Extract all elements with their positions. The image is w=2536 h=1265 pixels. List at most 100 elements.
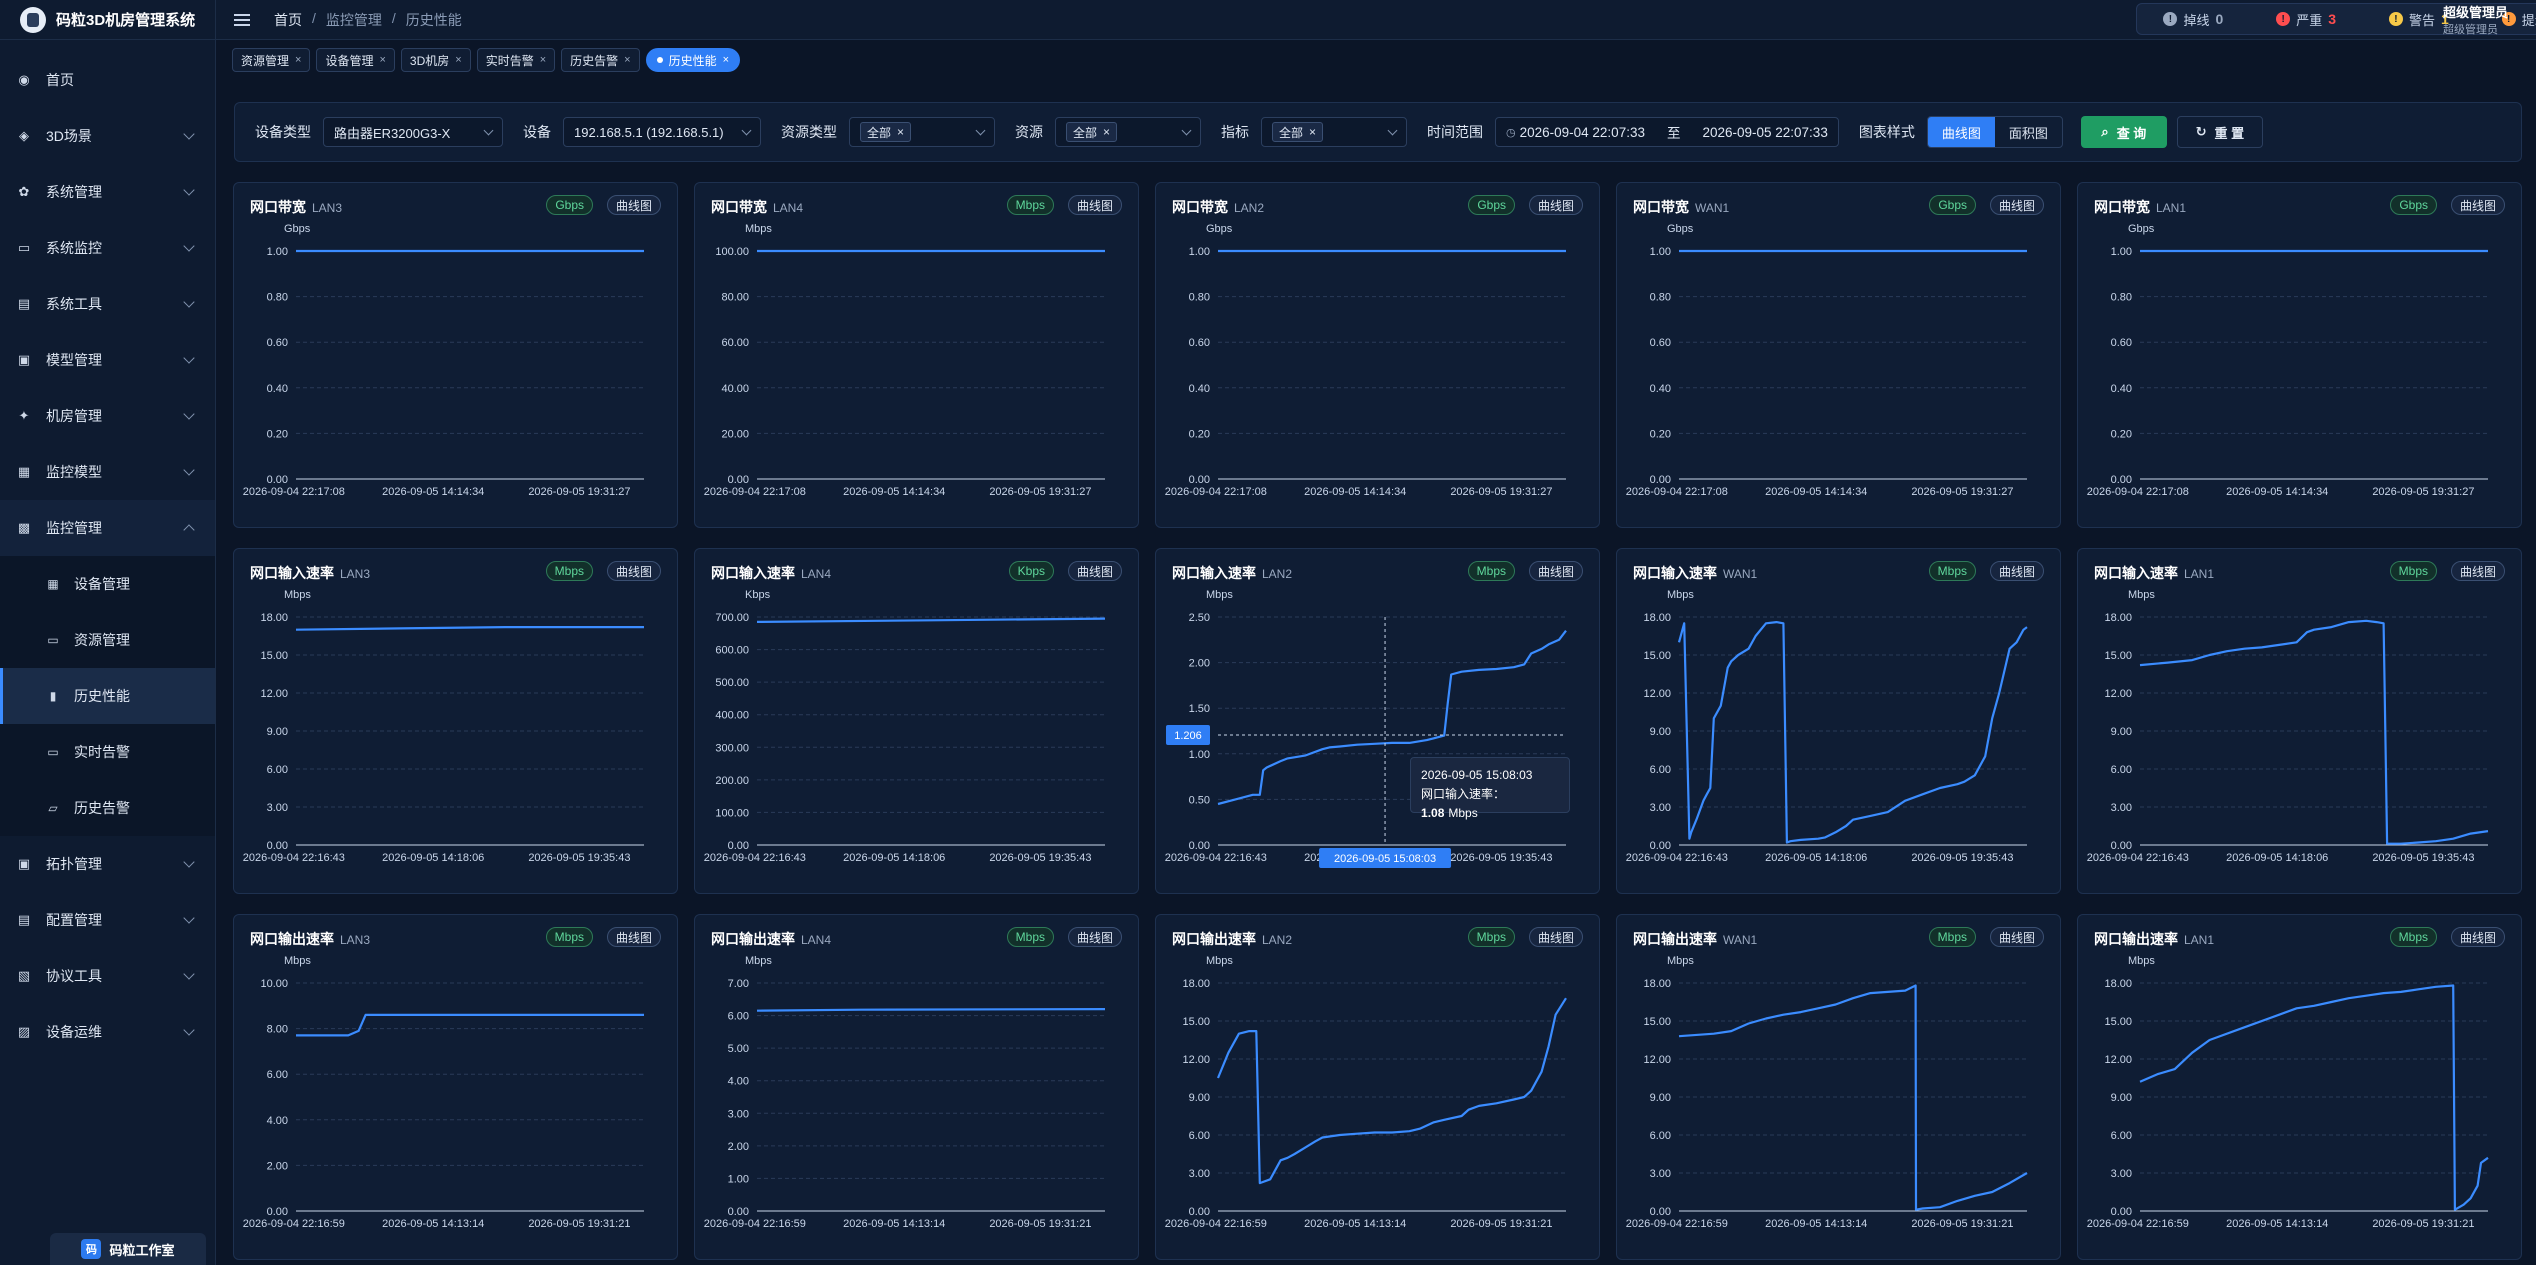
chevron-icon xyxy=(183,408,195,420)
submenu-item[interactable]: ▭ 资源管理 xyxy=(0,612,215,668)
studio-footer[interactable]: 码 码粒工作室 xyxy=(50,1233,206,1265)
tab[interactable]: 历史告警 × xyxy=(561,48,640,72)
y-axis-unit: Mbps xyxy=(2128,589,2155,601)
chart-type-badge[interactable]: 曲线图 xyxy=(1528,927,1583,947)
tab[interactable]: 3D机房 × xyxy=(400,48,471,72)
submenu-item[interactable]: ▭ 实时告警 xyxy=(0,724,215,780)
close-icon[interactable]: × xyxy=(455,54,462,66)
device-select[interactable]: 192.168.5.1 (192.168.5.1) xyxy=(563,117,761,147)
sidebar-item[interactable]: ▨ 设备运维 xyxy=(0,1004,215,1060)
x-tick-label: 2026-09-05 14:13:14 xyxy=(1765,1218,1867,1230)
chart-type-badge[interactable]: 曲线图 xyxy=(2450,561,2505,581)
metric-select[interactable]: 全部 × xyxy=(1261,117,1407,147)
y-axis-unit: Mbps xyxy=(745,955,772,967)
sidebar-item-label: 监控管理 xyxy=(46,520,102,536)
alarm-3[interactable]: !提示4 xyxy=(2501,10,2536,29)
style-line-button[interactable]: 曲线图 xyxy=(1927,117,1995,147)
chart-type-badge[interactable]: 曲线图 xyxy=(606,561,661,581)
sidebar-item[interactable]: ▤ 系统工具 xyxy=(0,276,215,332)
resource-select[interactable]: 全部 × xyxy=(1055,117,1201,147)
resource-type-chip[interactable]: 全部 × xyxy=(860,122,912,142)
tab[interactable]: 历史性能 × xyxy=(645,48,741,72)
sidebar-item[interactable]: ◉ 首页 xyxy=(0,52,215,108)
alarm-2[interactable]: ! 警告 1 xyxy=(2388,10,2449,29)
breadcrumb-monitor[interactable]: 监控管理 xyxy=(325,11,382,28)
sidebar-item[interactable]: ✦ 机房管理 xyxy=(0,388,215,444)
resource-type-select[interactable]: 全部 × xyxy=(849,117,995,147)
chart-title: 网口带宽 LAN4 xyxy=(711,197,803,217)
submenu-item[interactable]: ▮ 历史性能 xyxy=(0,668,215,724)
unit-badge: Mbps xyxy=(545,561,593,581)
chart-type-badge[interactable]: 曲线图 xyxy=(1989,927,2044,947)
resource-icon: ▭ xyxy=(47,633,59,647)
y-tick-label: 0.60 xyxy=(1189,337,1210,349)
y-tick-label: 80.00 xyxy=(721,292,749,304)
chart-type-badge[interactable]: 曲线图 xyxy=(2450,195,2505,215)
series-line xyxy=(1677,621,2028,844)
alarm-0[interactable]: ! 掉线 0 xyxy=(2163,10,2223,29)
chart-type-badge[interactable]: 曲线图 xyxy=(1528,561,1583,581)
app-logo[interactable]: 码粒3D机房管理系统 xyxy=(0,0,215,40)
reset-button[interactable]: ↻ 重 置 xyxy=(2176,116,2263,148)
chart-type-badge[interactable]: 曲线图 xyxy=(2450,927,2505,947)
chart-title: 网口输出速率 LAN2 xyxy=(1172,929,1292,949)
device-type-select[interactable]: 路由器ER3200G3-X xyxy=(323,117,503,147)
chart-type-badge[interactable]: 曲线图 xyxy=(1067,927,1122,947)
x-tick-label: 2026-09-05 19:31:21 xyxy=(2372,1218,2474,1230)
submenu-item[interactable]: ▦ 设备管理 xyxy=(0,556,215,612)
close-icon[interactable]: × xyxy=(897,125,905,139)
reset-label: 重 置 xyxy=(2214,125,2245,141)
tab[interactable]: 实时告警 × xyxy=(476,48,556,72)
chart-title-text: 网口带宽 xyxy=(1633,199,1689,215)
close-icon[interactable]: × xyxy=(295,54,302,66)
sidebar-item[interactable]: ▤ 配置管理 xyxy=(0,892,215,948)
x-tick-label: 2026-09-04 22:17:08 xyxy=(243,486,345,498)
series-line xyxy=(1678,984,2028,1211)
chart-title: 网口带宽 LAN3 xyxy=(250,197,342,217)
metric-chip[interactable]: 全部 × xyxy=(1272,122,1324,142)
y-tick-label: 500.00 xyxy=(715,677,749,689)
user-info[interactable]: 超级管理员 超级管理员 xyxy=(2443,2,2508,37)
submenu-item[interactable]: ▱ 历史告警 xyxy=(0,780,215,836)
tab[interactable]: 设备管理 × xyxy=(316,48,395,72)
sidebar-item[interactable]: ✿ 系统管理 xyxy=(0,164,215,220)
query-button[interactable]: ⌕ 查 询 xyxy=(2080,116,2167,148)
close-icon[interactable]: × xyxy=(722,54,730,66)
sidebar-item[interactable]: ▣ 拓扑管理 xyxy=(0,836,215,892)
close-icon[interactable]: × xyxy=(539,54,547,66)
sidebar-item[interactable]: ▭ 系统监控 xyxy=(0,220,215,276)
close-icon[interactable]: × xyxy=(624,54,631,66)
chart-type-badge[interactable]: 曲线图 xyxy=(606,927,661,947)
style-area-button[interactable]: 面积图 xyxy=(2008,125,2048,141)
date-end[interactable]: 2026-09-05 22:07:33 xyxy=(1702,124,1828,140)
chart-type-badge[interactable]: 曲线图 xyxy=(1528,195,1583,215)
chart-type-badge[interactable]: 曲线图 xyxy=(1067,561,1122,581)
sidebar-item[interactable]: ▧ 协议工具 xyxy=(0,948,215,1004)
sidebar-item[interactable]: ▦ 监控模型 xyxy=(0,444,215,500)
sidebar-item[interactable]: ▩ 监控管理 xyxy=(0,500,215,556)
tab[interactable]: 资源管理 × xyxy=(232,48,311,72)
sidebar-item[interactable]: ▣ 模型管理 xyxy=(0,332,215,388)
breadcrumb-home[interactable]: 首页 xyxy=(274,11,302,28)
y-tick-label: 1.00 xyxy=(728,1173,749,1185)
server-room-icon: ✦ xyxy=(18,408,30,423)
chart-title-text: 网口输入速率 xyxy=(2094,565,2178,581)
chart-type-badge[interactable]: 曲线图 xyxy=(1067,195,1122,215)
resource-label: 资源 xyxy=(1015,124,1043,140)
chart-type-badge[interactable]: 曲线图 xyxy=(1989,561,2044,581)
sidebar-item[interactable]: ◈ 3D场景 xyxy=(0,108,215,164)
y-tick-label: 0.00 xyxy=(2111,1206,2132,1218)
x-tick-label: 2026-09-05 14:18:06 xyxy=(382,852,484,864)
chart-type-badge[interactable]: 曲线图 xyxy=(1989,195,2044,215)
date-range-picker[interactable]: ◷ 2026-09-04 22:07:33 至 2026-09-05 22:07:… xyxy=(1495,117,1839,147)
date-start[interactable]: ◷ 2026-09-04 22:07:33 xyxy=(1506,125,1645,140)
close-icon[interactable]: × xyxy=(1103,125,1111,139)
menu-toggle-icon[interactable] xyxy=(234,13,250,26)
close-icon[interactable]: × xyxy=(1309,125,1317,139)
close-icon[interactable]: × xyxy=(379,54,386,66)
breadcrumb-current: 历史性能 xyxy=(405,11,462,28)
alarm-1[interactable]: ! 严重 3 xyxy=(2276,10,2336,29)
resource-chip[interactable]: 全部 × xyxy=(1066,122,1118,142)
chart-type-badge[interactable]: 曲线图 xyxy=(606,195,661,215)
y-tick-label: 12.00 xyxy=(2104,1054,2132,1066)
